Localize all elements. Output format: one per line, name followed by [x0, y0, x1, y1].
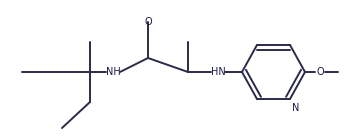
Text: O: O	[316, 67, 324, 77]
Text: N: N	[292, 103, 300, 113]
Text: HN: HN	[211, 67, 225, 77]
Text: O: O	[144, 17, 152, 27]
Text: NH: NH	[106, 67, 120, 77]
